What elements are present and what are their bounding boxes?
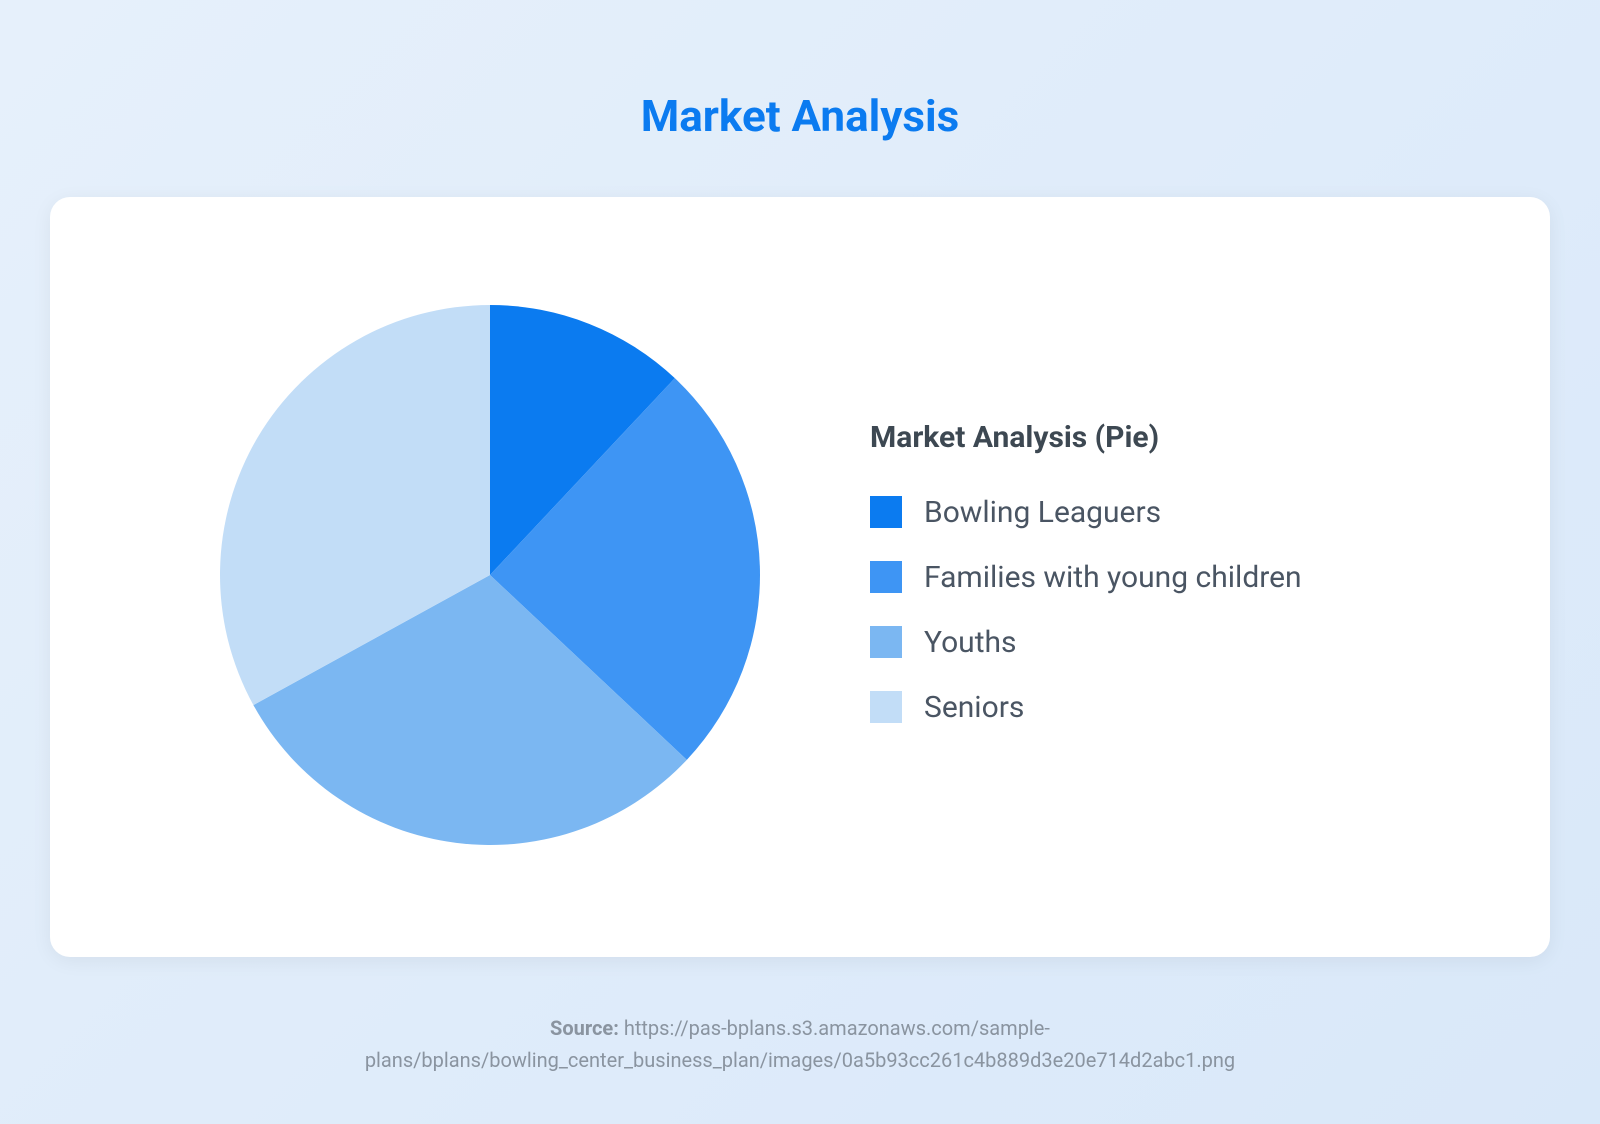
source-citation: Source: https://pas-bplans.s3.amazonaws.…	[300, 1012, 1300, 1076]
page-title: Market Analysis	[641, 90, 960, 142]
source-label: Source:	[550, 1016, 624, 1040]
legend-label: Youths	[924, 625, 1017, 660]
chart-legend: Market Analysis (Pie) Bowling Leaguers Fa…	[870, 420, 1470, 725]
legend-title: Market Analysis (Pie)	[870, 420, 1470, 455]
legend-swatch	[870, 561, 902, 593]
page-container: Market Analysis Market Analysis (Pie) Bo…	[0, 0, 1600, 1124]
legend-swatch	[870, 691, 902, 723]
chart-card: Market Analysis (Pie) Bowling Leaguers Fa…	[50, 197, 1550, 957]
source-text: https://pas-bplans.s3.amazonaws.com/samp…	[365, 1016, 1235, 1072]
legend-label: Seniors	[924, 690, 1024, 725]
legend-item: Seniors	[870, 690, 1470, 725]
legend-label: Families with young children	[924, 560, 1302, 595]
legend-swatch	[870, 496, 902, 528]
legend-item: Families with young children	[870, 560, 1470, 595]
legend-item: Bowling Leaguers	[870, 495, 1470, 530]
legend-label: Bowling Leaguers	[924, 495, 1161, 530]
legend-item: Youths	[870, 625, 1470, 660]
pie-svg	[220, 305, 760, 845]
pie-chart	[220, 305, 760, 849]
legend-swatch	[870, 626, 902, 658]
legend-items: Bowling Leaguers Families with young chil…	[870, 495, 1470, 725]
